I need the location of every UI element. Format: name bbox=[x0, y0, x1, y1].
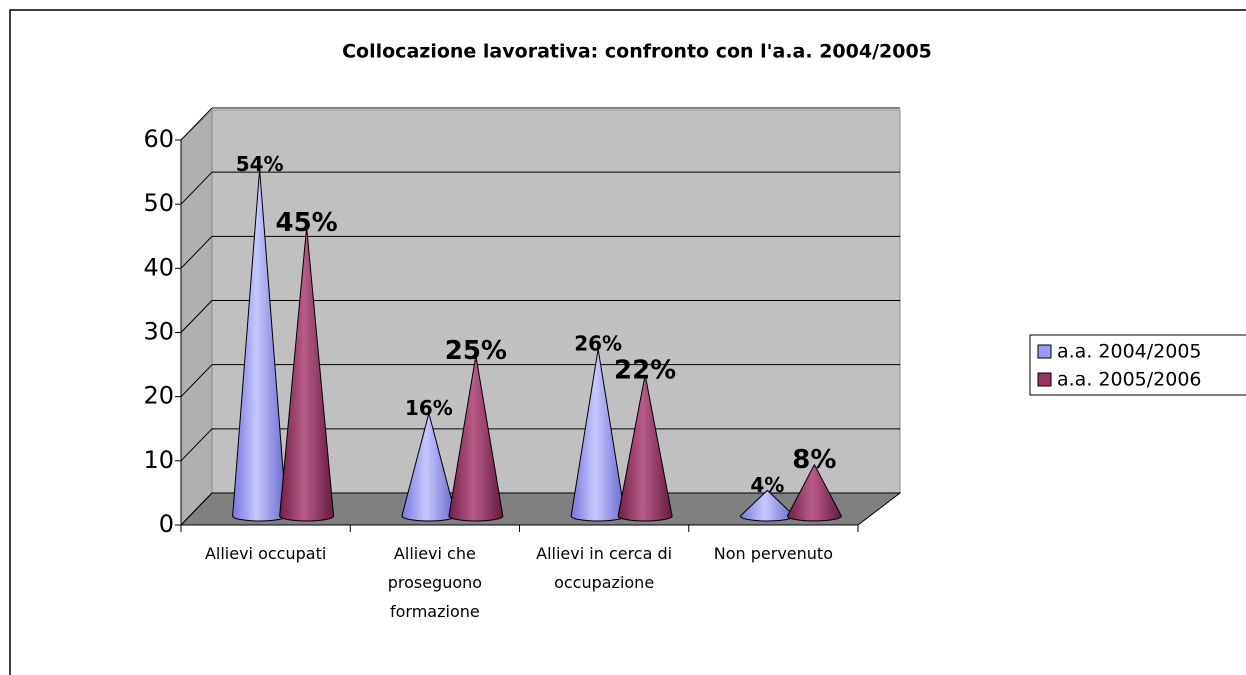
data-label: 4% bbox=[750, 473, 784, 497]
x-tick-label-box: Non pervenuto bbox=[713, 544, 833, 563]
data-label: 45% bbox=[276, 208, 338, 238]
cone bbox=[617, 374, 673, 522]
side-wall bbox=[180, 108, 213, 527]
data-label: 54% bbox=[236, 152, 284, 176]
grid-line bbox=[180, 171, 213, 205]
x-tick-label: Allievi occupati bbox=[204, 544, 327, 563]
y-tick-label: 30 bbox=[143, 318, 174, 346]
y-tick-label: 20 bbox=[143, 382, 174, 410]
data-label: 16% bbox=[405, 396, 453, 420]
grid-line bbox=[180, 364, 213, 398]
x-tick-label: Non pervenuto bbox=[713, 544, 833, 563]
legend-swatch bbox=[1037, 344, 1052, 359]
y-tick-label: 0 bbox=[159, 510, 174, 538]
y-tick-label: 60 bbox=[143, 125, 174, 153]
legend bbox=[1029, 334, 1246, 396]
grid-line bbox=[180, 492, 213, 526]
x-tick-label-box: Allievi che proseguono formazione bbox=[387, 544, 483, 621]
data-label: 8% bbox=[792, 445, 836, 475]
grid-line bbox=[180, 428, 213, 462]
chart-border bbox=[9, 9, 1246, 675]
cone bbox=[448, 355, 504, 522]
legend-swatch bbox=[1037, 372, 1052, 387]
x-tick-label: Allievi in cerca di occupazione bbox=[536, 544, 673, 592]
y-tick-label: 40 bbox=[143, 253, 174, 281]
legend-label: a.a. 2004/2005 bbox=[1057, 341, 1202, 363]
data-label: 22% bbox=[614, 355, 676, 385]
x-tick-label-box: Allievi occupati bbox=[204, 544, 327, 563]
cone bbox=[279, 227, 335, 522]
grid-line bbox=[180, 107, 213, 141]
x-tick-label: Allievi che proseguono formazione bbox=[387, 544, 483, 621]
grid-line bbox=[180, 300, 213, 333]
cone bbox=[786, 463, 842, 522]
y-tick-label: 10 bbox=[143, 446, 174, 474]
legend-label: a.a. 2005/2006 bbox=[1057, 369, 1202, 391]
grid-line bbox=[180, 235, 213, 269]
data-label: 26% bbox=[574, 332, 622, 356]
y-tick-label: 50 bbox=[143, 189, 174, 217]
data-label: 25% bbox=[445, 336, 507, 366]
x-tick-label-box: Allievi in cerca di occupazione bbox=[536, 544, 673, 592]
chart-title: Collocazione lavorativa: confronto con l… bbox=[342, 41, 932, 63]
